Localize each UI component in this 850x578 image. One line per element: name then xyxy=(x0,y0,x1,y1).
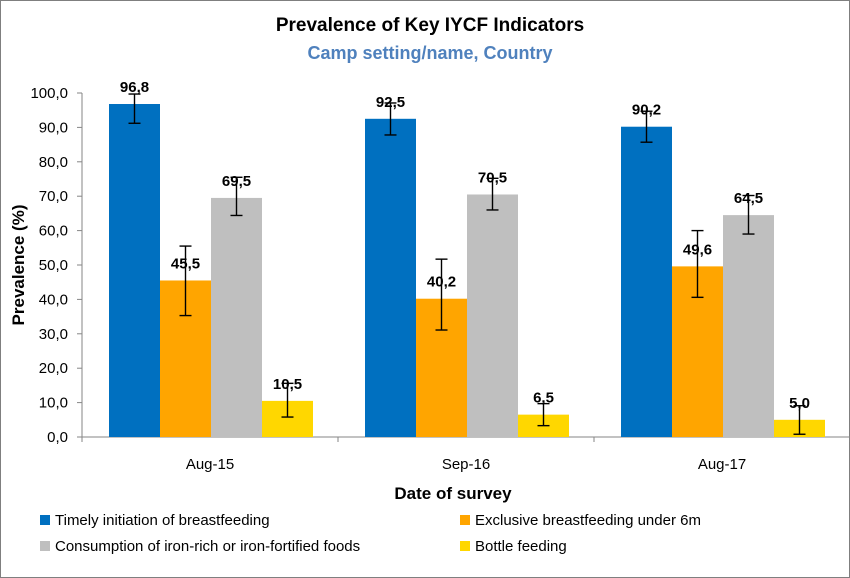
y-tick-label: 10,0 xyxy=(39,395,68,412)
bar xyxy=(365,118,416,438)
legend-swatch xyxy=(460,541,470,551)
data-label: 10,5 xyxy=(273,376,302,393)
chart-subtitle: Camp setting/name, Country xyxy=(307,43,552,63)
data-label: 69,5 xyxy=(222,173,251,190)
bar xyxy=(621,126,672,437)
error-bars xyxy=(128,93,806,435)
x-tick-label: Aug-17 xyxy=(698,456,746,473)
legend-label: Consumption of iron-rich or iron-fortifi… xyxy=(55,538,360,555)
y-tick-label: 20,0 xyxy=(39,360,68,377)
legend: Timely initiation of breastfeeding Exclus… xyxy=(40,512,701,555)
data-label: 92,5 xyxy=(376,94,405,111)
y-tick-label: 80,0 xyxy=(39,154,68,171)
bar xyxy=(211,197,262,437)
legend-label: Bottle feeding xyxy=(475,538,567,555)
y-tick-label: 60,0 xyxy=(39,223,68,240)
x-tick-label: Aug-15 xyxy=(186,456,234,473)
chart-title: Prevalence of Key IYCF Indicators xyxy=(276,15,584,36)
y-tick-labels: 0,0 10,0 20,0 30,0 40,0 50,0 60,0 70,0 80,0 90,0 1… xyxy=(30,85,68,446)
legend-label: Timely initiation of breastfeeding xyxy=(55,512,270,529)
data-label: 6,5 xyxy=(533,390,554,407)
data-label: 96,8 xyxy=(120,79,149,96)
y-tick-label: 70,0 xyxy=(39,188,68,205)
bar xyxy=(109,104,160,438)
legend-swatch xyxy=(40,541,50,551)
legend-swatch xyxy=(460,515,470,525)
x-axis-title: Date of survey xyxy=(394,484,512,503)
data-labels: 96,8 92,5 90,2 45,5 40,2 49,6 69,5 70,5 64,5 10,5… xyxy=(120,79,810,412)
data-label: 5,0 xyxy=(789,395,810,412)
y-axis-title: Prevalence (%) xyxy=(9,205,28,326)
bar xyxy=(467,194,518,437)
x-tick-label: Sep-16 xyxy=(442,456,490,473)
bars xyxy=(109,104,825,438)
y-tick-label: 100,0 xyxy=(30,85,68,102)
y-tick-label: 30,0 xyxy=(39,326,68,343)
data-label: 40,2 xyxy=(427,274,456,291)
data-label: 70,5 xyxy=(478,169,507,186)
data-label: 64,5 xyxy=(734,190,763,207)
legend-swatch xyxy=(40,515,50,525)
x-tick-labels: Aug-15 Sep-16 Aug-17 xyxy=(186,456,746,473)
legend-label: Exclusive breastfeeding under 6m xyxy=(475,512,701,529)
data-label: 90,2 xyxy=(632,102,661,119)
y-tick-label: 40,0 xyxy=(39,291,68,308)
y-tick-label: 90,0 xyxy=(39,119,68,136)
bar xyxy=(723,215,774,437)
y-tick-label: 50,0 xyxy=(39,257,68,274)
data-label: 45,5 xyxy=(171,255,200,272)
y-tick-label: 0,0 xyxy=(47,429,68,446)
data-label: 49,6 xyxy=(683,241,712,258)
